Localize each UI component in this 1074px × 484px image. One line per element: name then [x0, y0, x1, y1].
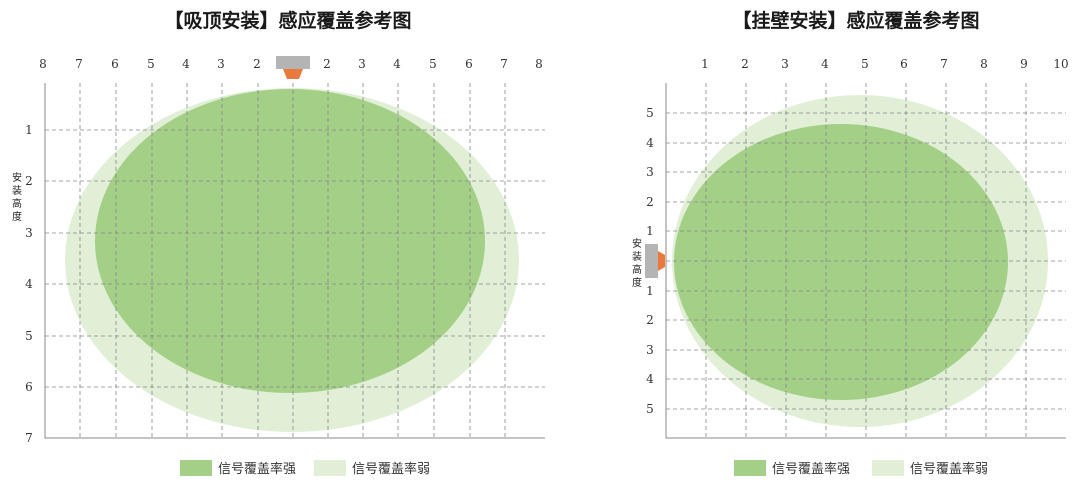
wall-top-tick: 10 [1053, 57, 1068, 71]
ceiling-height-tick: 6 [25, 380, 33, 394]
ceiling-left-axis: 1 2 3 4 5 6 7 [25, 123, 33, 445]
ceiling-top-tick: 2 [253, 57, 261, 71]
ceiling-legend-weak-swatch [314, 460, 346, 476]
ceiling-legend: 信号覆盖率强 信号覆盖率弱 [180, 460, 430, 477]
wall-depth-tick: 1 [646, 284, 654, 298]
wall-strong-coverage [674, 124, 1008, 400]
ceiling-top-axis: 8 7 6 5 4 3 2 2 3 4 5 6 7 8 [39, 57, 543, 71]
ceiling-frame [44, 83, 545, 439]
wall-height-label: 安 装 高 度 [632, 237, 642, 289]
ceiling-top-tick: 5 [147, 57, 155, 71]
wall-mount-title: 【挂壁安装】感应覆盖参考图 [732, 9, 979, 32]
wall-legend-strong-swatch [734, 460, 766, 476]
wall-height-tick: 2 [646, 195, 654, 209]
ceiling-strong-coverage [95, 89, 485, 393]
wall-depth-tick: 2 [646, 313, 654, 327]
wall-height-label-char: 装 [632, 250, 642, 263]
ceiling-height-tick: 1 [25, 123, 33, 137]
ceiling-top-tick: 5 [429, 57, 437, 71]
ceiling-height-label: 安 装 高 度 [12, 171, 22, 223]
ceiling-top-tick: 4 [393, 57, 401, 71]
wall-top-tick: 5 [861, 57, 869, 71]
wall-top-tick: 9 [1020, 57, 1028, 71]
ceiling-height-label-char: 装 [12, 184, 22, 197]
wall-depth-tick: 3 [646, 343, 654, 357]
wall-depth-tick: 5 [646, 402, 654, 416]
ceiling-height-label-char: 安 [12, 171, 22, 184]
ceiling-legend-weak-label: 信号覆盖率弱 [352, 461, 430, 477]
wall-left-axis-down: 1 2 3 4 5 [646, 284, 654, 416]
ceiling-legend-strong-label: 信号覆盖率强 [218, 461, 296, 477]
wall-top-tick: 1 [701, 57, 709, 71]
wall-left-axis-up: 5 4 3 2 1 [646, 106, 654, 238]
wall-height-label-char: 度 [632, 276, 642, 289]
wall-top-tick: 4 [821, 57, 829, 71]
ceiling-top-tick: 6 [465, 57, 473, 71]
wall-top-tick: 3 [781, 57, 789, 71]
wall-height-label-char: 安 [632, 237, 642, 250]
wall-top-tick: 8 [980, 57, 988, 71]
wall-height-tick: 5 [646, 106, 654, 120]
ceiling-mount-title: 【吸顶安装】感应覆盖参考图 [164, 9, 411, 32]
ceiling-top-tick: 4 [182, 57, 190, 71]
wall-grid [666, 83, 1066, 438]
wall-top-tick: 2 [741, 57, 749, 71]
ceiling-top-tick: 7 [75, 57, 83, 71]
ceiling-height-tick: 2 [25, 174, 33, 188]
ceiling-height-label-char: 度 [12, 210, 22, 223]
wall-height-tick: 4 [646, 136, 654, 150]
wall-top-axis: 1 2 3 4 5 6 7 8 9 10 [701, 57, 1068, 71]
wall-legend-weak-label: 信号覆盖率弱 [910, 461, 988, 477]
ceiling-top-tick: 2 [323, 57, 331, 71]
ceiling-mount-panel: 【吸顶安装】感应覆盖参考图 8 7 6 5 4 3 2 2 3 4 5 6 7 … [12, 9, 545, 477]
ceiling-top-tick: 3 [358, 57, 366, 71]
wall-top-tick: 6 [900, 57, 908, 71]
wall-height-tick: 3 [646, 165, 654, 179]
wall-sensor-icon [645, 244, 665, 278]
wall-top-tick: 7 [940, 57, 948, 71]
wall-legend-strong-label: 信号覆盖率强 [772, 461, 850, 477]
wall-legend-weak-swatch [872, 460, 904, 476]
ceiling-grid [45, 83, 545, 438]
wall-height-label-char: 高 [632, 263, 642, 276]
ceiling-top-tick: 7 [500, 57, 508, 71]
wall-mount-panel: 【挂壁安装】感应覆盖参考图 1 2 3 4 5 6 7 8 9 10 [632, 9, 1069, 477]
ceiling-top-tick: 6 [111, 57, 119, 71]
ceiling-height-tick: 5 [25, 329, 33, 343]
ceiling-top-tick: 3 [217, 57, 225, 71]
ceiling-height-tick: 3 [25, 226, 33, 240]
ceiling-top-tick: 8 [535, 57, 543, 71]
wall-frame [665, 83, 1066, 439]
ceiling-sensor-icon [276, 56, 310, 79]
ceiling-top-tick: 8 [39, 57, 47, 71]
ceiling-height-tick: 7 [25, 431, 33, 445]
wall-height-tick: 1 [646, 224, 654, 238]
wall-depth-tick: 4 [646, 372, 654, 386]
ceiling-height-label-char: 高 [12, 197, 22, 210]
ceiling-legend-strong-swatch [180, 460, 212, 476]
ceiling-height-tick: 4 [25, 277, 33, 291]
wall-legend: 信号覆盖率强 信号覆盖率弱 [734, 460, 988, 477]
